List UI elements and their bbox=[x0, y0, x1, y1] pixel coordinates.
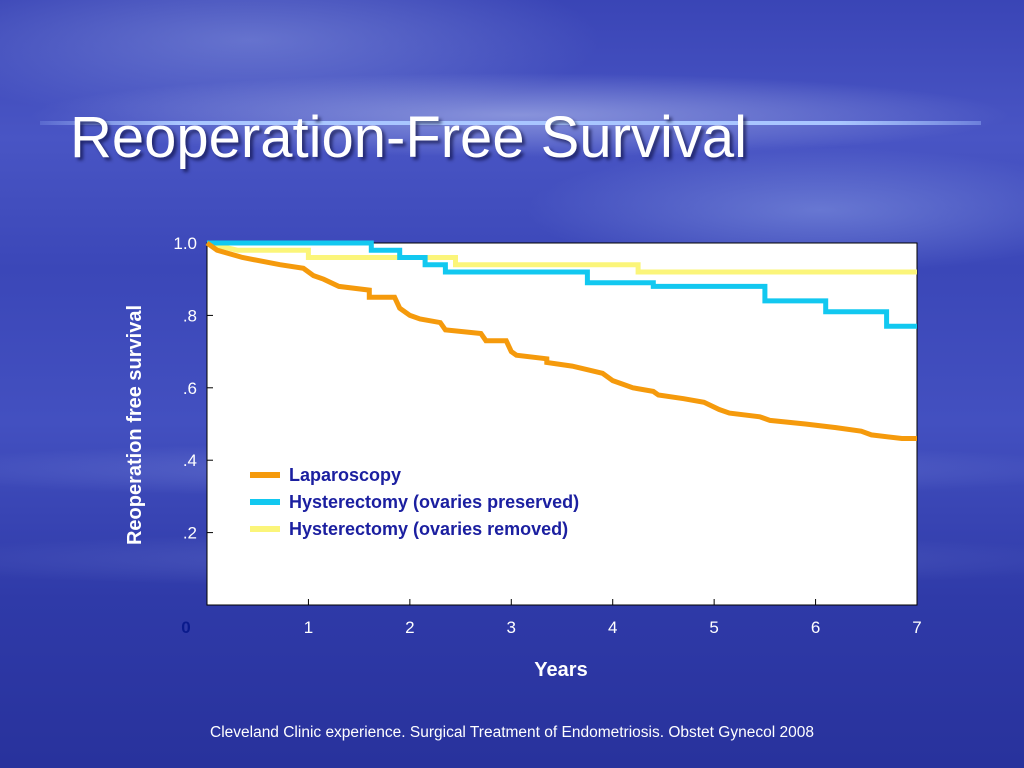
x-tick-label: 7 bbox=[912, 618, 921, 637]
citation-caption: Cleveland Clinic experience. Surgical Tr… bbox=[210, 724, 814, 741]
y-axis: .2 .4 .6 .8 1.0 bbox=[173, 234, 213, 543]
x-tick-label: 1 bbox=[304, 618, 313, 637]
legend-label: Laparoscopy bbox=[289, 465, 401, 485]
y-tick-label: 1.0 bbox=[173, 234, 197, 253]
x-tick-label: 6 bbox=[811, 618, 820, 637]
y-tick-label: .6 bbox=[183, 379, 197, 398]
slide-title: Reoperation-Free Survival bbox=[70, 105, 747, 170]
x-tick-label: 5 bbox=[709, 618, 718, 637]
x-tick-label: 4 bbox=[608, 618, 617, 637]
series-lines bbox=[205, 240, 917, 441]
x-tick-label: 3 bbox=[507, 618, 516, 637]
legend-label: Hysterectomy (ovaries preserved) bbox=[289, 492, 579, 512]
legend: Laparoscopy Hysterectomy (ovaries preserv… bbox=[250, 465, 579, 539]
x-tick-label: 2 bbox=[405, 618, 414, 637]
series-line-1 bbox=[207, 240, 917, 329]
title-underline bbox=[40, 121, 981, 125]
y-tick-label: .2 bbox=[183, 524, 197, 543]
series-line-0 bbox=[205, 240, 917, 441]
x-axis-title: Years bbox=[534, 659, 587, 681]
legend-label: Hysterectomy (ovaries removed) bbox=[289, 519, 568, 539]
y-tick-label: .4 bbox=[183, 451, 197, 470]
x-axis: 0 1 2 3 4 5 6 7 bbox=[181, 599, 922, 637]
y-tick-label: .8 bbox=[183, 306, 197, 325]
series-line-2 bbox=[206, 240, 917, 275]
y-axis-title: Reoperation free survival bbox=[124, 305, 146, 545]
origin-label: 0 bbox=[181, 618, 190, 637]
